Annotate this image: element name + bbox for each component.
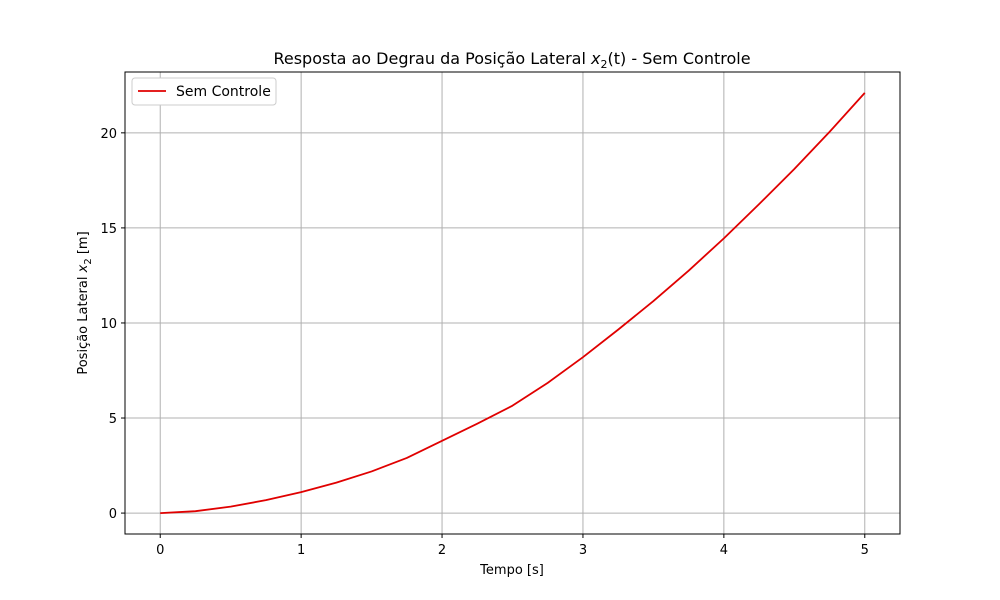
legend-label: Sem Controle: [176, 84, 271, 100]
plot-series: [160, 92, 866, 514]
grid-lines: [125, 72, 900, 534]
y-axis-label: Posição Lateral x2 [m]: [76, 231, 94, 374]
chart-title: Resposta ao Degrau da Posição Lateral x2…: [273, 49, 750, 71]
series-line: [160, 92, 866, 514]
x-tick-label: 5: [861, 543, 869, 558]
y-tick-label: 0: [109, 507, 117, 522]
y-tick-label: 5: [109, 412, 117, 427]
y-tick-label: 15: [100, 222, 117, 237]
x-tick-label: 0: [156, 543, 164, 558]
y-tick-label: 10: [100, 317, 117, 332]
legend: Sem Controle: [131, 77, 277, 106]
y-tick-label: 20: [100, 127, 117, 142]
plot-frame: [124, 71, 901, 535]
x-tick-label: 1: [297, 543, 305, 558]
axis-ticks: 0 1 2 3 4 5 0 5 10 15 20: [100, 127, 868, 558]
x-axis-label: Tempo [s]: [479, 563, 544, 578]
legend-box: [131, 77, 277, 106]
x-tick-label: 2: [438, 543, 446, 558]
x-tick-label: 3: [579, 543, 587, 558]
x-tick-label: 4: [720, 543, 728, 558]
